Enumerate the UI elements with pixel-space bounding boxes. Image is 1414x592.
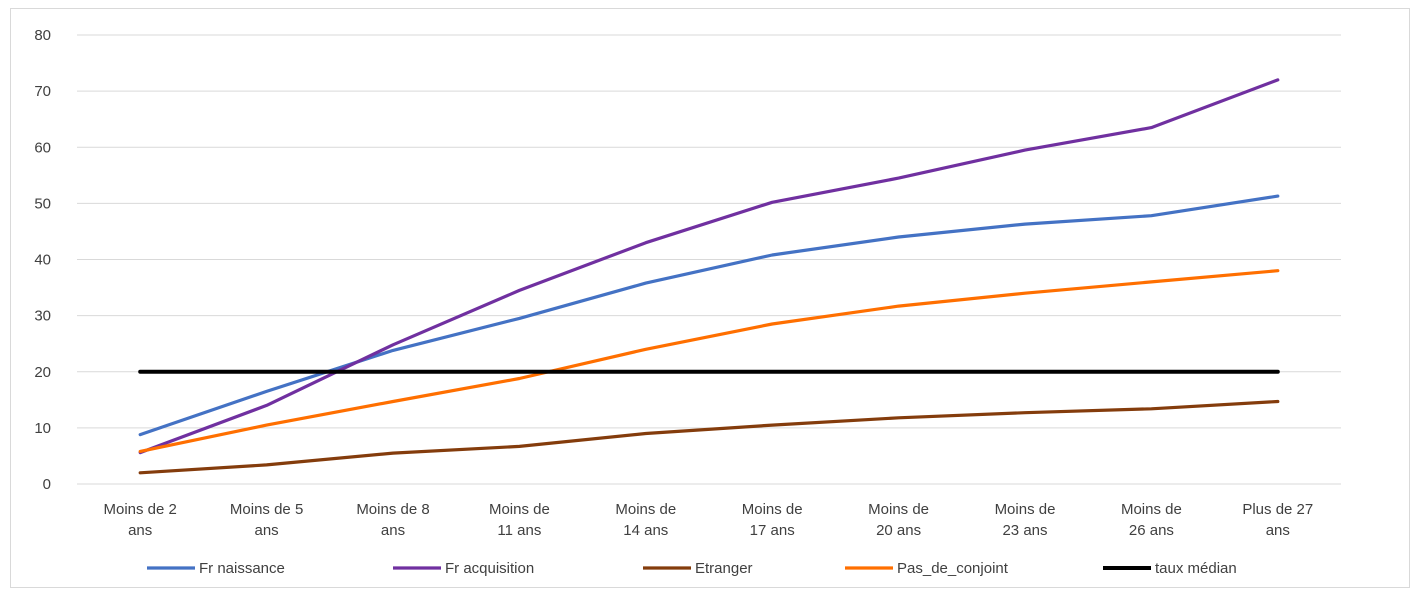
x-tick-label: ans	[255, 522, 279, 539]
y-tick-label: 10	[34, 420, 51, 437]
x-tick-label: Moins de	[1121, 501, 1182, 518]
y-tick-label: 0	[43, 476, 51, 493]
x-tick-label: Moins de 5	[230, 501, 303, 518]
legend-label: Fr acquisition	[445, 560, 534, 577]
x-tick-label: Moins de 8	[356, 501, 429, 518]
x-tick-label: 17 ans	[750, 522, 795, 539]
chart-area: 0 10 20 30 40 50 60 70 80 Moins de 2 ans Moins de 5…	[10, 8, 1410, 588]
x-tick-label: 26 ans	[1129, 522, 1174, 539]
y-tick-label: 70	[34, 83, 51, 100]
x-tick-label: Moins de	[995, 501, 1056, 518]
legend-label: Fr naissance	[199, 560, 285, 577]
y-tick-label: 30	[34, 308, 51, 325]
x-tick-label: Moins de	[615, 501, 676, 518]
line-chart: 0 10 20 30 40 50 60 70 80 Moins de 2 ans Moins de 5…	[34, 27, 1341, 577]
x-tick-label: Moins de 2	[104, 501, 177, 518]
x-tick-label: ans	[1266, 522, 1290, 539]
y-tick-label: 40	[34, 252, 51, 269]
x-tick-label: 23 ans	[1002, 522, 1047, 539]
y-tick-label: 80	[34, 27, 51, 44]
y-tick-label: 50	[34, 195, 51, 212]
series-line-fr-acquisition	[138, 78, 1280, 455]
x-tick-label: 20 ans	[876, 522, 921, 539]
series-line-pas-de-conjoint	[138, 269, 1280, 453]
x-tick-label: Moins de	[742, 501, 803, 518]
x-tick-label: ans	[128, 522, 152, 539]
x-tick-label: Plus de 27	[1242, 501, 1313, 518]
y-tick-label: 60	[34, 139, 51, 156]
x-tick-label: 11 ans	[497, 522, 541, 539]
legend-label: Etranger	[695, 560, 753, 577]
x-tick-label: 14 ans	[623, 522, 668, 539]
series-line-etranger	[138, 399, 1280, 475]
y-tick-label: 20	[34, 364, 51, 381]
legend-label: taux médian	[1155, 560, 1237, 577]
x-tick-label: ans	[381, 522, 405, 539]
legend-label: Pas_de_conjoint	[897, 560, 1009, 577]
x-tick-label: Moins de	[489, 501, 550, 518]
x-tick-label: Moins de	[868, 501, 929, 518]
